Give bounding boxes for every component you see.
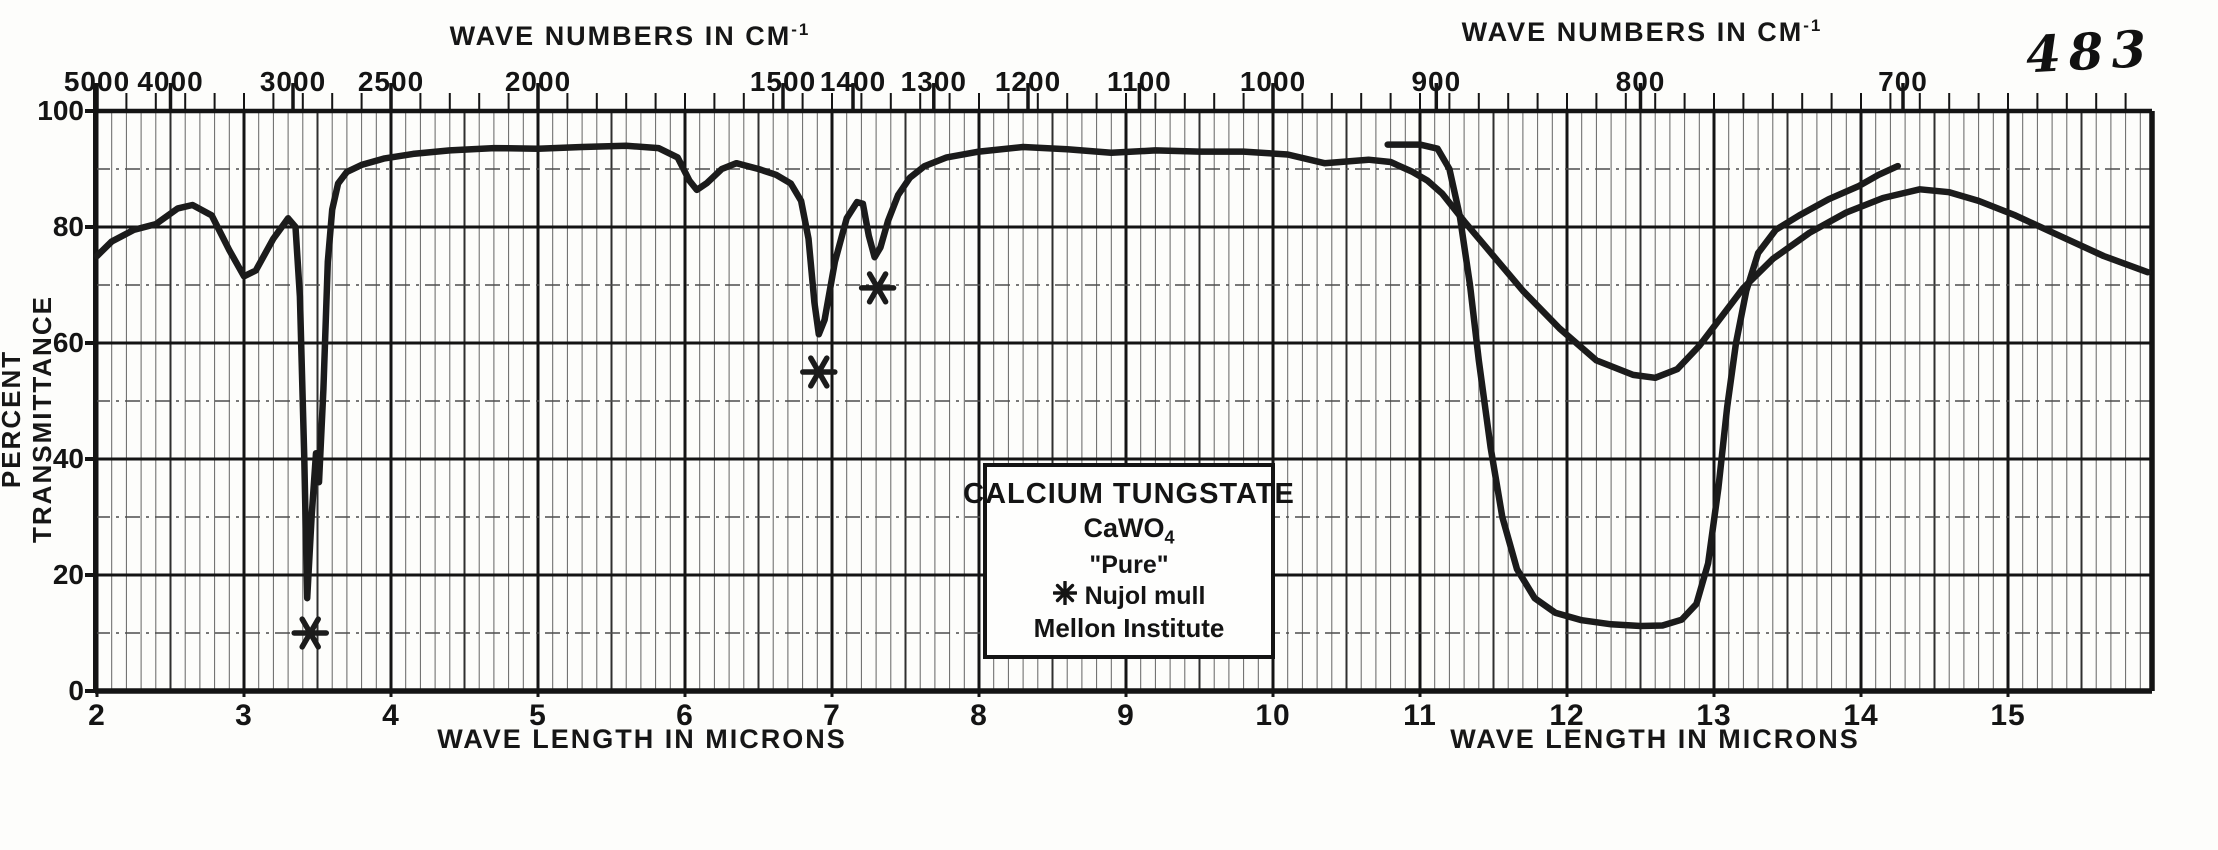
spectrum-curve-second-trace-strong-band	[1384, 141, 1902, 630]
transmittance-label: 0	[68, 675, 84, 706]
transmittance-label: 60	[52, 327, 84, 358]
formula-subscript: 4	[1164, 527, 1175, 548]
micron-label: 8	[970, 699, 988, 732]
mull-legend-line: Nujol mull	[1051, 580, 1206, 612]
transmittance-label: 100	[37, 95, 84, 126]
sample-formula: CaWO4	[1083, 513, 1175, 548]
wavenumber-label: 4000	[137, 66, 204, 97]
micron-label: 14	[1843, 699, 1879, 732]
top-axis-title-left: WAVE NUMBERS IN CM-1	[449, 20, 811, 51]
wavenumber-label: 1100	[1106, 66, 1172, 97]
micron-label: 3	[235, 699, 253, 732]
bottom-axis-title-right: WAVE LENGTH IN MICRONS	[1450, 724, 1860, 754]
sample-purity: "Pure"	[1089, 550, 1169, 579]
wavenumber-label: 1000	[1239, 66, 1307, 97]
wavenumber-label: 700	[1878, 66, 1928, 97]
micron-label: 9	[1117, 699, 1135, 732]
handwritten-page-number: 483	[2024, 18, 2156, 85]
sample-info-box: CALCIUM TUNGSTATE CaWO4 "Pure" Nujol mul…	[963, 463, 1294, 659]
wavenumber-label: 2000	[504, 66, 572, 97]
mull-label: Nujol mull	[1084, 582, 1206, 611]
wavenumber-label: 2500	[357, 66, 425, 97]
asterisk-icon	[1051, 580, 1078, 612]
top-axis-title-right: WAVE NUMBERS IN CM-1	[1461, 16, 1823, 47]
wavenumber-label: 1200	[994, 66, 1062, 97]
spectrum-curve-nujol-mull-spectrum	[93, 142, 2151, 602]
transmittance-label: 80	[52, 211, 84, 242]
transmittance-label: 40	[52, 443, 84, 474]
nujol-band-marker-asterisk	[858, 271, 897, 305]
sample-name: CALCIUM TUNGSTATE	[963, 478, 1295, 511]
wavenumber-label: 1400	[819, 66, 887, 97]
wavenumber-label: 1300	[900, 66, 967, 97]
wavenumber-label: 1500	[749, 66, 817, 97]
wavenumber-label: 3000	[259, 66, 327, 97]
micron-label: 7	[823, 699, 841, 732]
micron-label: 11	[1403, 699, 1437, 732]
micron-label: 12	[1549, 699, 1585, 732]
micron-label: 10	[1255, 699, 1291, 732]
superscript-minus-one: -1	[791, 20, 811, 39]
micron-label: 15	[1990, 699, 2026, 732]
superscript-minus-one: -1	[1803, 16, 1823, 35]
micron-label: 6	[676, 699, 694, 732]
transmittance-label: 20	[52, 559, 84, 590]
micron-label: 5	[529, 699, 547, 732]
wavenumber-label: 5000	[63, 66, 131, 97]
institute-name: Mellon Institute	[1033, 613, 1225, 644]
y-axis-title: PERCENT TRANSMITTANCE	[0, 295, 57, 543]
wavenumber-label: 900	[1411, 66, 1462, 97]
nujol-band-marker-asterisk	[800, 355, 838, 389]
micron-label: 13	[1696, 699, 1732, 732]
micron-label: 4	[382, 699, 400, 732]
micron-label: 2	[88, 699, 106, 732]
wavenumber-label: 800	[1615, 66, 1666, 97]
nujol-band-marker-asterisk	[291, 616, 329, 650]
bottom-axis-title-left: WAVE LENGTH IN MICRONS	[437, 724, 847, 754]
